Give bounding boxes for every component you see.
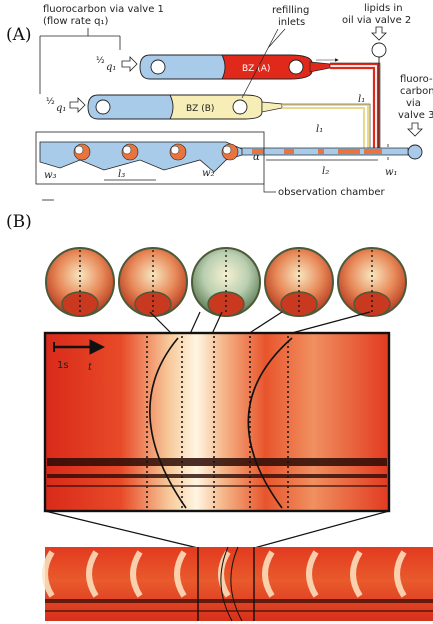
- kymograph-field: [45, 333, 389, 511]
- alpha-label: α: [253, 152, 260, 163]
- droplet-image: [264, 247, 334, 317]
- channel-droplet: [252, 149, 264, 154]
- strip-wave: [174, 550, 187, 598]
- w1-label: w₁: [385, 167, 398, 178]
- l1-lower-label: l₁: [316, 124, 323, 135]
- inlets-label: inlets: [278, 17, 305, 28]
- strip-window: [197, 547, 255, 621]
- upper-flow-q: q₁: [106, 62, 116, 73]
- observation-box: [35, 131, 265, 185]
- refilling-label: refilling: [272, 5, 309, 16]
- refill-pointers: [241, 28, 286, 99]
- fluoro3-port: [407, 144, 423, 160]
- lower-feed-outline: [282, 103, 371, 150]
- droplet-image: [337, 247, 407, 317]
- lower-inlet-port: [95, 99, 111, 115]
- lipids-arrow-icon: [371, 26, 387, 41]
- panel-a-label: (A): [6, 25, 32, 45]
- upper-taper: [309, 61, 331, 73]
- lower-refill-port: [232, 99, 248, 115]
- channel-droplet: [364, 149, 382, 154]
- observation-label: observation chamber: [278, 187, 386, 198]
- strip-wave: [350, 550, 363, 598]
- channel-droplet: [284, 149, 294, 154]
- time-label: t: [88, 362, 93, 373]
- kymograph-band: [47, 474, 387, 478]
- strip-curves: [220, 546, 243, 622]
- fluoro3-line1: fluoro-: [400, 74, 433, 85]
- w3-label: w₃: [44, 170, 57, 181]
- w2-label: w₂: [202, 168, 215, 179]
- wave-curve-1: [149, 337, 187, 509]
- upper-refill-port: [288, 59, 304, 75]
- wave-curve-2: [247, 337, 293, 509]
- strip-band: [45, 599, 433, 603]
- upper-feed-outline: [330, 62, 381, 150]
- fluorocarbon-valve1-label: fluorocarbon via valve 1: [43, 4, 164, 15]
- droplet-row: [45, 247, 407, 317]
- lower-inlet-arrow-icon: [69, 97, 86, 113]
- kymograph-band: [47, 485, 387, 487]
- strip-wave: [42, 550, 55, 598]
- chamber-droplets: [73, 143, 239, 161]
- observation-chamber: [39, 141, 243, 173]
- lipids-port: [371, 42, 387, 58]
- strip-wave: [394, 550, 407, 598]
- fluoro3-line3: via: [406, 98, 421, 109]
- lipids-label: lipids in: [364, 3, 403, 14]
- strip-wave: [130, 550, 143, 598]
- zoom-connectors: [44, 510, 390, 549]
- l3-label: l₃: [118, 169, 125, 180]
- strip-band: [45, 610, 433, 612]
- panel-b-label: (B): [6, 212, 32, 232]
- strip-wave: [306, 550, 319, 598]
- upper-feed-line: [330, 62, 380, 150]
- fluoro3-line2: carbon: [400, 86, 433, 97]
- kymograph-band: [47, 458, 387, 466]
- observation-pointer: [263, 184, 276, 193]
- channel-droplet: [338, 149, 360, 154]
- lower-feed-line: [282, 104, 369, 150]
- kymograph: 1s t: [43, 331, 391, 513]
- scale-label: 1s: [57, 360, 69, 371]
- channel-droplet: [318, 149, 324, 154]
- droplet-image: [118, 247, 188, 317]
- bz-a-label: BZ (A): [242, 64, 270, 74]
- l2-label: l₂: [322, 166, 329, 177]
- kymograph-frame: [43, 331, 391, 513]
- upper-flow-frac: ½: [96, 56, 105, 66]
- upper-inlet-arrow-icon: [121, 56, 138, 72]
- bz-b-region: [169, 94, 263, 120]
- strip-wave: [86, 550, 99, 598]
- fluoro3-line4: valve 3: [398, 110, 433, 121]
- upper-inlet-port: [150, 59, 166, 75]
- strip-wave: [262, 550, 275, 598]
- lipids-valve2-label: oil via valve 2: [342, 15, 411, 26]
- lower-taper: [261, 101, 283, 113]
- flow-rate-label: (flow rate q₁): [43, 16, 109, 27]
- droplet-image: [45, 247, 115, 317]
- lower-flow-q: q₁: [56, 103, 66, 114]
- kymograph-dotted-lines: [146, 336, 289, 508]
- bz-a-region: [221, 54, 313, 80]
- inlet-bracket: [39, 28, 121, 94]
- droplet-image: [191, 247, 261, 317]
- lower-flow-frac: ½: [46, 97, 55, 107]
- bz-b-label: BZ (B): [186, 104, 214, 114]
- strip-field: [45, 547, 433, 621]
- fluoro3-arrow-icon: [407, 122, 423, 137]
- droplet-connectors: [149, 311, 371, 335]
- bottom-strip: [42, 546, 433, 622]
- l1-upper-label: l₁: [358, 94, 365, 105]
